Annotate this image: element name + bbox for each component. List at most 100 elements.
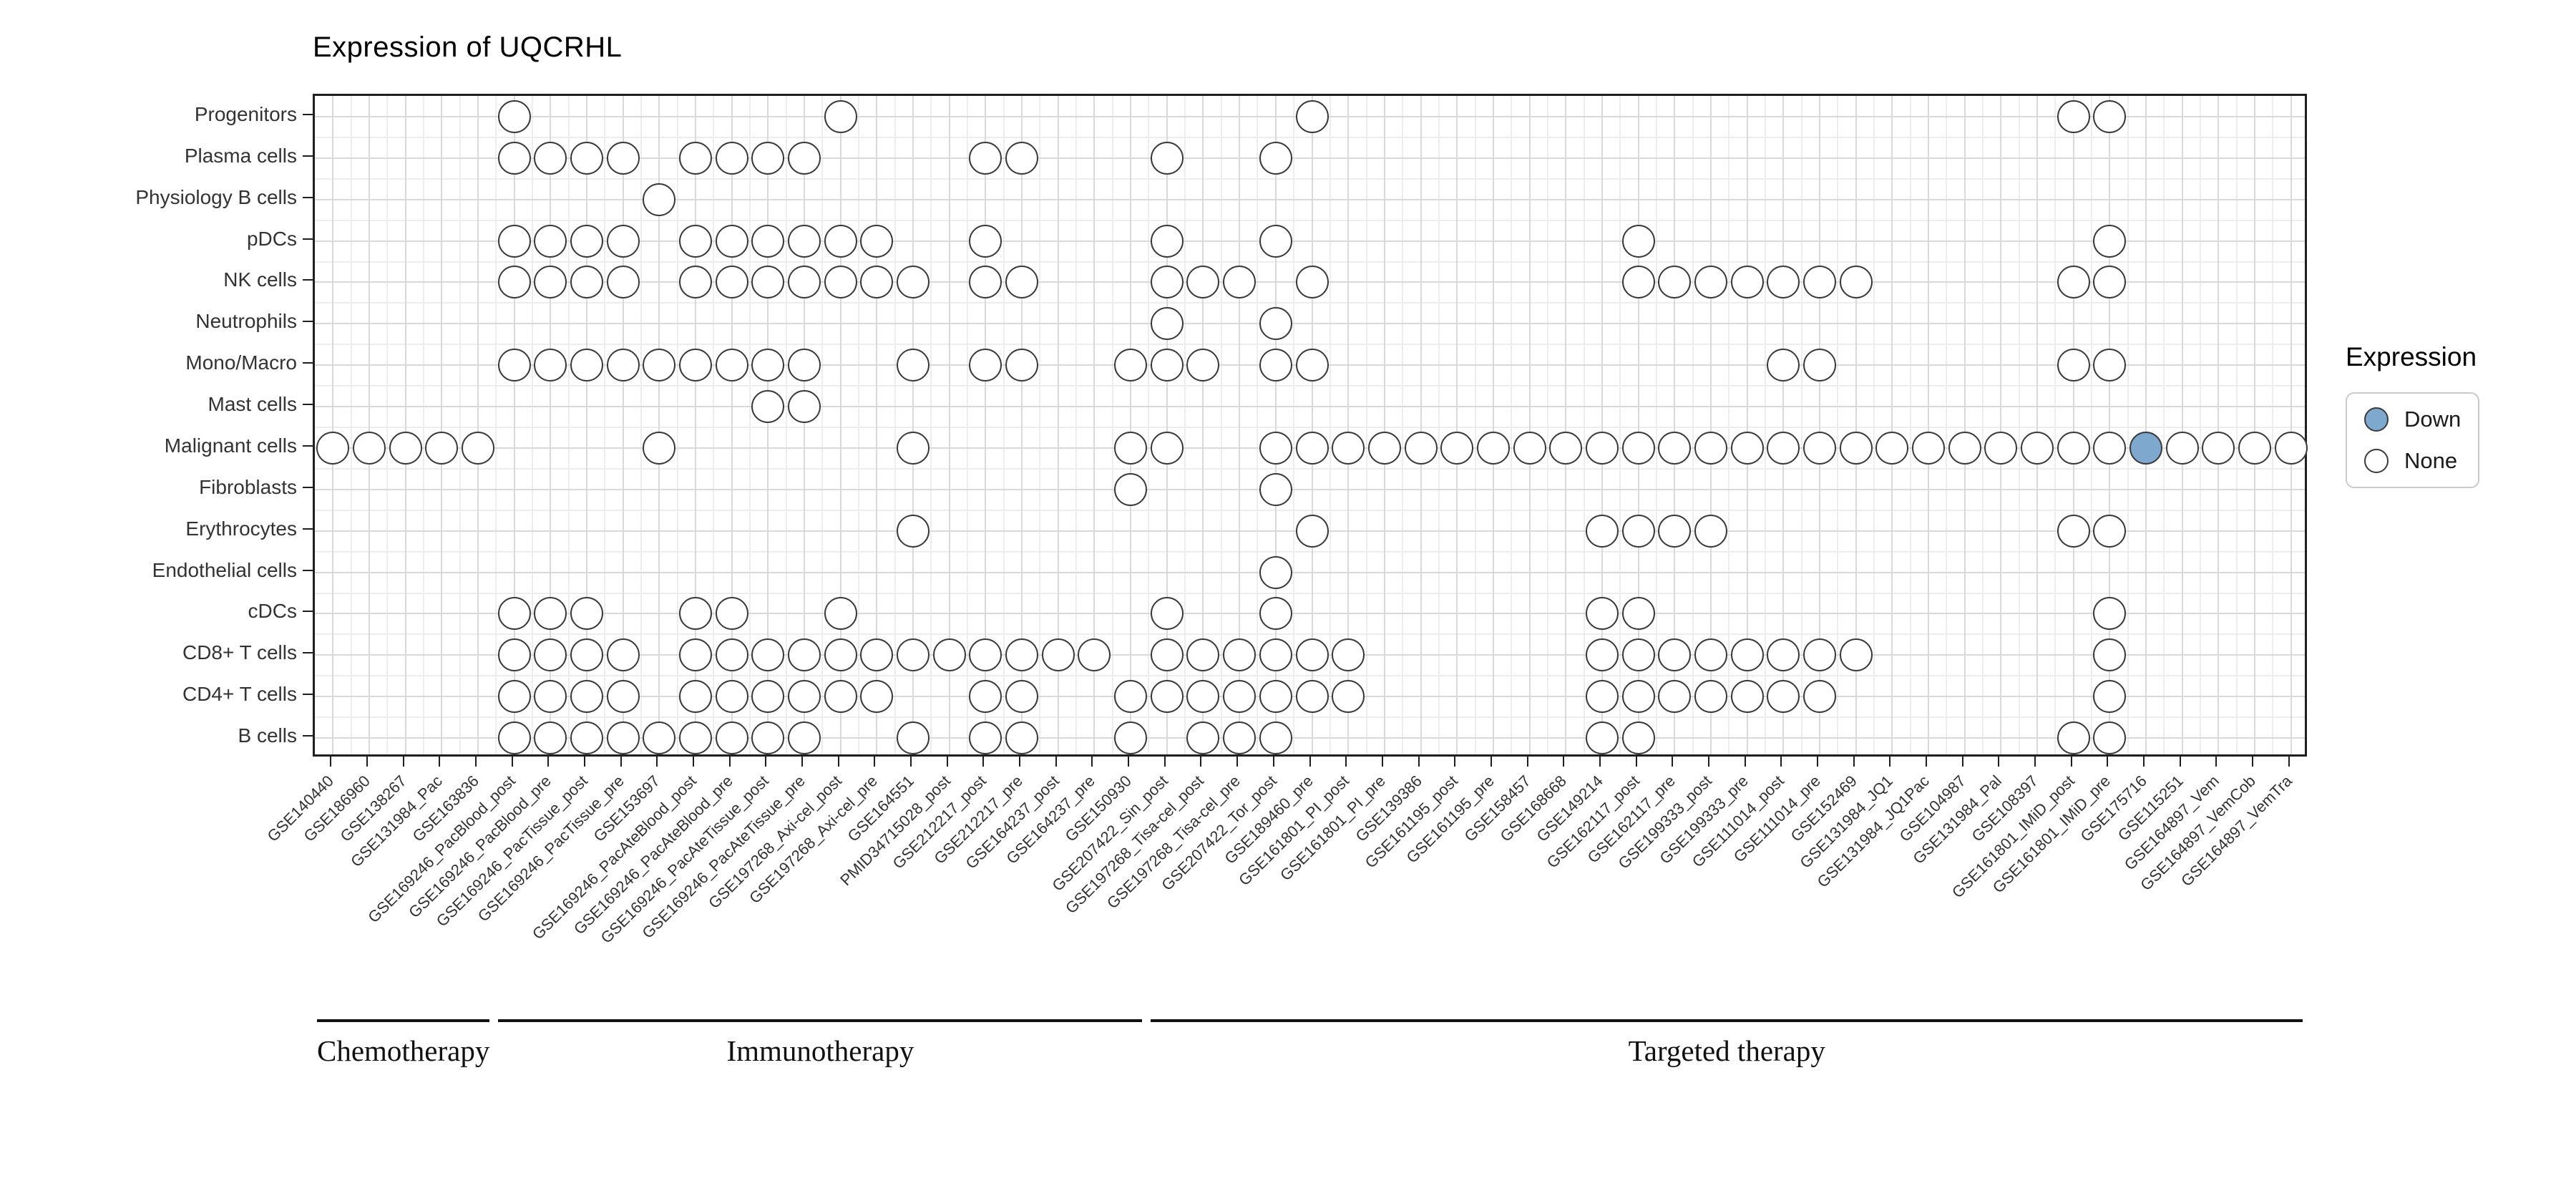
x-tick-mark — [1236, 757, 1239, 767]
expression-dot — [751, 266, 785, 299]
x-tick-mark — [946, 757, 948, 767]
expression-dot — [1005, 266, 1039, 299]
expression-dot — [2057, 721, 2090, 755]
y-axis-label: cDCs — [248, 600, 297, 623]
x-tick-mark — [1889, 757, 1891, 767]
grid-line-vertical-major — [2072, 96, 2074, 754]
therapy-group-label: Chemotherapy — [316, 1034, 490, 1067]
expression-dot — [897, 431, 930, 465]
x-tick-mark — [1454, 757, 1456, 767]
grid-line-horizontal-minor — [315, 427, 2305, 428]
expression-dot — [1259, 555, 1292, 589]
expression-dot — [1295, 431, 1329, 465]
expression-dot — [1295, 99, 1329, 133]
grid-line-horizontal-minor — [315, 344, 2305, 346]
expression-dot — [497, 141, 531, 175]
expression-dot — [969, 721, 1002, 755]
grid-line-vertical-minor — [2054, 96, 2057, 754]
expression-dot — [534, 721, 567, 755]
y-axis-label: Plasma cells — [184, 144, 297, 167]
expression-dot — [788, 390, 821, 424]
expression-dot — [1585, 597, 1619, 631]
grid-line-vertical-major — [2290, 96, 2292, 754]
expression-dot — [1150, 266, 1184, 299]
expression-dot — [715, 680, 748, 714]
x-tick-mark — [801, 757, 804, 767]
expression-dot — [497, 266, 531, 299]
expression-dot — [1730, 431, 1764, 465]
expression-dot — [1367, 431, 1401, 465]
expression-dot — [2165, 431, 2199, 465]
expression-dot — [1767, 680, 1800, 714]
expression-dot — [824, 99, 857, 133]
expression-dot — [1839, 431, 1873, 465]
y-tick-mark — [303, 404, 313, 406]
therapy-group-line — [317, 1019, 490, 1022]
grid-line-horizontal-minor — [315, 592, 2305, 594]
expression-dot — [1005, 680, 1039, 714]
expression-dot — [1730, 638, 1764, 672]
expression-dot — [1150, 431, 1184, 465]
expression-dot — [1186, 680, 1220, 714]
expression-dot — [679, 224, 713, 258]
x-tick-mark — [439, 757, 441, 767]
dot-plot-panel — [313, 94, 2308, 757]
expression-dot — [860, 224, 894, 258]
expression-dot — [1078, 638, 1111, 672]
grid-line-vertical-major — [477, 96, 479, 754]
x-tick-mark — [837, 757, 839, 767]
expression-dot — [1186, 266, 1220, 299]
expression-dot — [1005, 721, 1039, 755]
x-tick-mark — [910, 757, 912, 767]
expression-dot — [1259, 638, 1292, 672]
grid-line-vertical-minor — [676, 96, 678, 754]
x-tick-mark — [1309, 757, 1311, 767]
expression-dot — [1005, 141, 1039, 175]
y-axis-label: Physiology B cells — [135, 185, 297, 208]
expression-dot — [1150, 638, 1184, 672]
grid-line-vertical-minor — [1583, 96, 1585, 754]
x-tick-mark — [402, 757, 404, 767]
expression-dot — [2093, 431, 2127, 465]
expression-dot — [534, 638, 567, 672]
grid-line-vertical-minor — [1946, 96, 1948, 754]
expression-dot — [1694, 514, 1727, 548]
expression-dot — [570, 224, 604, 258]
y-tick-mark — [303, 279, 313, 281]
x-tick-mark — [366, 757, 368, 767]
y-axis-label: pDCs — [246, 227, 297, 250]
grid-line-vertical-major — [948, 96, 950, 754]
expression-dot — [643, 721, 676, 755]
expression-dot — [497, 721, 531, 755]
x-tick-mark — [2288, 757, 2290, 767]
expression-dot — [715, 638, 748, 672]
expression-dot — [1621, 597, 1655, 631]
expression-dot — [570, 349, 604, 382]
grid-line-vertical-major — [1057, 96, 1059, 754]
expression-dot — [2238, 431, 2271, 465]
grid-line-vertical-minor — [1619, 96, 1621, 754]
expression-dot — [788, 638, 821, 672]
grid-line-horizontal-minor — [315, 178, 2305, 180]
expression-dot — [1150, 307, 1184, 341]
x-tick-mark — [584, 757, 586, 767]
expression-dot — [2057, 349, 2090, 382]
expression-dot — [679, 266, 713, 299]
x-tick-mark — [1381, 757, 1383, 767]
expression-dot — [643, 431, 676, 465]
expression-dot — [969, 349, 1002, 382]
grid-line-vertical-minor — [1474, 96, 1476, 754]
grid-line-vertical-major — [658, 96, 660, 754]
expression-dot — [824, 680, 857, 714]
expression-dot — [715, 224, 748, 258]
x-tick-mark — [511, 757, 513, 767]
y-axis-label: Malignant cells — [164, 434, 297, 457]
grid-line-vertical-major — [1674, 96, 1676, 754]
expression-dot — [679, 680, 713, 714]
expression-dot — [1839, 638, 1873, 672]
expression-dot — [389, 431, 422, 465]
expression-dot — [643, 349, 676, 382]
expression-dot — [570, 141, 604, 175]
expression-dot — [715, 266, 748, 299]
expression-dot — [497, 638, 531, 672]
